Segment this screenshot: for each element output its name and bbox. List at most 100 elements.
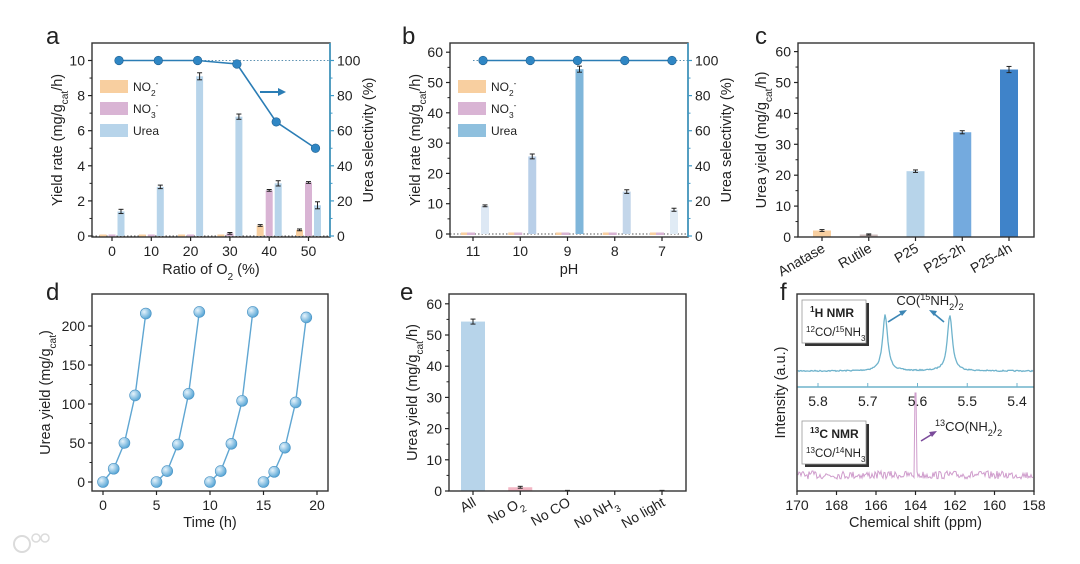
y-axis-label: Urea yield (mg/gcat/h) (754, 72, 775, 209)
watermark-logo-icon (13, 535, 31, 553)
bar-no3 (514, 232, 523, 235)
selectivity-point (114, 55, 124, 66)
top-x-tick-label: 5.6 (908, 393, 928, 409)
nmr-sample: 13CO/14NH3 (806, 446, 866, 464)
bar (906, 171, 925, 237)
y-axis-label: Yield rate (mg/gcat/h) (50, 74, 71, 206)
legend-swatch (458, 124, 486, 137)
y-tick-label: 100 (62, 396, 86, 412)
data-point (247, 306, 259, 318)
panel-b: 0 10 20 30 40 50 60 0 20 40 60 80 100 11 10 9 8 7 pH Yield … (408, 42, 735, 278)
h-nmr-spectrum (797, 314, 1034, 373)
x-tick-label: Anatase (775, 240, 828, 280)
y-tick-label: 60 (426, 296, 442, 312)
bar (813, 230, 831, 237)
x-tick-label: Rutile (835, 240, 874, 272)
bar-urea (274, 183, 282, 236)
bar-no3 (656, 232, 664, 235)
selectivity-point (572, 55, 583, 66)
y-tick-label: 6 (77, 123, 85, 139)
x-tick-label: 10 (512, 243, 528, 259)
y-axis-label: Intensity (a.u.) (773, 347, 789, 439)
selectivity-point (667, 55, 677, 66)
data-point (107, 462, 120, 475)
x-tick-label: 170 (785, 497, 809, 513)
bar-no2 (555, 232, 564, 235)
y-tick-label: 40 (426, 358, 442, 374)
bar-no3 (467, 232, 475, 235)
legend-label: Urea (491, 124, 517, 138)
panel-letter: d (46, 279, 59, 306)
x-tick-label: 164 (904, 497, 928, 513)
data-point (300, 311, 313, 324)
x-tick-label: 9 (564, 243, 572, 259)
y-tick-label: 10 (426, 452, 442, 468)
x-tick-label: 15 (256, 497, 272, 513)
x-tick-label: 50 (301, 243, 317, 259)
nmr-title: 13C NMR (810, 425, 859, 441)
panel-letter: f (780, 279, 787, 306)
bar-urea (481, 205, 489, 234)
y-tick-label: 40 (427, 105, 443, 121)
bar-no2 (256, 225, 264, 236)
legend-label: NO2- (133, 78, 159, 98)
y-tick-label: 0 (337, 228, 345, 244)
y-tick-label: 30 (426, 389, 442, 405)
bar-no2 (99, 234, 107, 237)
nmr-sample: 12CO/15NH3 (806, 325, 866, 343)
bar-no2 (650, 232, 658, 235)
data-point (97, 476, 109, 488)
top-x-tick-label: 5.5 (958, 393, 978, 409)
x-tick-label: P25 (891, 240, 921, 266)
y-tick-label: 80 (695, 88, 711, 104)
x-axis-label: Time (h) (183, 515, 236, 531)
data-point (268, 466, 281, 478)
bar-no2 (602, 232, 611, 235)
bar-no2 (296, 229, 303, 236)
x-tick-label: 20 (183, 243, 199, 259)
x-tick-label: All (457, 494, 478, 516)
bar-urea (528, 156, 537, 234)
selectivity-point (193, 55, 203, 66)
y-tick-label: 50 (427, 75, 443, 91)
bar-urea (117, 211, 125, 236)
y-tick-label: 40 (775, 105, 791, 121)
nmr-label-box (801, 420, 867, 465)
plot-frame (91, 293, 329, 492)
x-tick-label: No NH3 (571, 493, 623, 536)
bar-no3 (187, 234, 195, 237)
peak-annotation: CO(15NH2)2 (896, 292, 963, 312)
bar-no2 (217, 234, 225, 237)
selectivity-point (232, 59, 242, 69)
bar-no2 (461, 232, 469, 235)
y-tick-label: 60 (427, 44, 443, 60)
bar (859, 234, 878, 237)
x-tick-label: 8 (611, 243, 619, 259)
top-x-tick-label: 5.8 (808, 393, 828, 409)
x-tick-label: 10 (144, 243, 160, 259)
y-tick-label: 50 (775, 75, 791, 91)
panel-letter: b (402, 23, 415, 50)
y-tick-label: 60 (337, 123, 353, 139)
data-point (118, 437, 131, 449)
x-tick-label: 160 (983, 497, 1007, 513)
bar (461, 321, 485, 491)
bar-urea (622, 191, 631, 234)
top-x-tick-label: 5.7 (858, 393, 878, 409)
x-tick-label: 0 (99, 497, 107, 513)
panel-f: 5.8 5.7 5.6 5.5 5.4 170 168 166 164 162 160 158 Chem… (773, 292, 1046, 531)
x-tick-label: 30 (222, 243, 238, 259)
x-tick-label: 10 (202, 497, 218, 513)
watermark-logo (13, 533, 50, 553)
panel-c: 0 10 20 30 40 50 60 Anatase Rutile P25 P25-2h P25-4… (754, 42, 1035, 280)
bar-no3 (108, 234, 116, 237)
x-tick-label: 0 (108, 243, 116, 259)
y-tick-label: 2 (77, 193, 85, 209)
y-tick-label: 0 (77, 474, 85, 490)
y-tick-label: 20 (427, 165, 443, 181)
data-point (279, 441, 291, 454)
legend-label: NO3- (491, 100, 517, 120)
x-tick-label: 162 (943, 497, 967, 513)
bar-urea (314, 205, 321, 236)
